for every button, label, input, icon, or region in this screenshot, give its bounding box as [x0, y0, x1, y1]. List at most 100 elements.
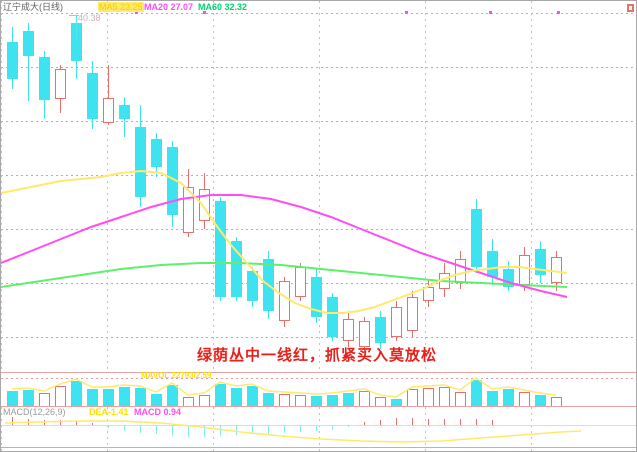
candle-body — [55, 69, 66, 99]
price-gridline-vertical — [425, 1, 426, 373]
candle-body — [135, 127, 146, 197]
macd-indicator-label[interactable]: MACD(12,26,9) — [3, 407, 66, 417]
price-chart-panel[interactable] — [1, 1, 636, 373]
volume-bar — [231, 388, 242, 407]
macd-histogram-bar — [12, 417, 13, 425]
candle-body — [343, 319, 354, 341]
signal-dot-marker — [405, 11, 408, 14]
price-volume-divider — [1, 372, 636, 373]
candle-body — [151, 139, 162, 167]
candle-body — [231, 241, 242, 297]
page-title: 辽宁成大(日线) — [3, 2, 63, 12]
macd-histogram-bar — [316, 425, 317, 431]
macd-histogram-bar — [44, 420, 45, 425]
signal-dot-marker — [557, 11, 560, 14]
signal-dot-marker — [489, 11, 492, 14]
macd-histogram-bar — [476, 419, 477, 425]
macd-histogram-bar — [188, 425, 189, 437]
macd-histogram-bar — [268, 425, 269, 434]
macd-histogram-bar — [172, 425, 173, 436]
candle-body — [279, 281, 290, 321]
macd-gridline-vertical — [531, 407, 532, 451]
candle-body — [455, 259, 466, 283]
candle-body — [439, 273, 450, 289]
volume-bar — [487, 391, 498, 407]
candle-body — [519, 255, 530, 285]
volume-top-gridline — [1, 378, 636, 379]
price-gridline — [1, 121, 636, 122]
candle-body — [471, 209, 482, 267]
candle-wick — [108, 65, 109, 125]
macd-histogram-bar — [28, 419, 29, 425]
candle-body — [359, 321, 370, 347]
macd-histogram-bar — [492, 420, 493, 425]
candle-body — [247, 271, 258, 301]
price-gridline — [1, 337, 636, 338]
volume-bar — [263, 393, 274, 407]
selection-square-marker[interactable] — [627, 4, 634, 12]
macd-gridline-vertical — [425, 407, 426, 451]
volume-bar — [359, 391, 370, 407]
price-gridline-vertical — [531, 1, 532, 373]
macd-histogram-bar — [156, 425, 157, 434]
macd-histogram-bar — [444, 419, 445, 425]
candle-body — [423, 287, 434, 301]
volume-bar — [87, 389, 98, 407]
signal-dot-marker — [203, 11, 206, 14]
macd-gridline-vertical — [213, 407, 214, 451]
volume-bar — [503, 389, 514, 407]
volume-bar — [439, 387, 450, 407]
macd-histogram-bar — [428, 419, 429, 425]
macd-histogram-bar — [140, 425, 141, 433]
price-gridline-vertical — [107, 1, 108, 373]
macd-histogram-bar — [252, 425, 253, 434]
macd-histogram-bar — [220, 425, 221, 436]
candle-body — [295, 267, 306, 297]
ma5-legend[interactable]: MA5 23.25 — [98, 2, 144, 12]
candle-body — [551, 257, 562, 283]
candle-body — [71, 23, 82, 61]
candle-body — [167, 147, 178, 215]
volume-bar — [311, 396, 322, 407]
macd-histogram-bar — [412, 418, 413, 425]
price-gridline — [1, 13, 636, 14]
volume-bar — [455, 392, 466, 407]
signal-dot-marker — [135, 11, 138, 14]
macd-histogram-bar — [124, 425, 125, 431]
ma20-legend[interactable]: MA20 27.07 — [144, 2, 194, 12]
volume-bar — [215, 384, 226, 407]
volume-bar — [103, 389, 114, 407]
candle-body — [23, 31, 34, 56]
ma60-legend[interactable]: MA60 32.32 — [198, 2, 248, 12]
volume-bar — [343, 393, 354, 407]
macd-histogram-bar — [108, 425, 109, 428]
candle-body — [263, 259, 274, 311]
macd-bottom-divider — [1, 447, 636, 448]
price-axis-tag: 40.38 — [78, 13, 101, 23]
volume-bar — [327, 395, 338, 407]
macd-histogram-bar — [236, 425, 237, 435]
crosshair-vertical — [76, 15, 77, 39]
volume-bar — [167, 385, 178, 407]
volume-ma-legend[interactable]: MAVOL 22793/2.59 — [141, 371, 212, 380]
macd-dea-legend[interactable]: DEA-1.41 — [89, 407, 129, 417]
price-gridline-vertical — [213, 1, 214, 373]
volume-bar — [391, 399, 402, 407]
candle-body — [39, 57, 50, 100]
macd-histogram-bar — [92, 423, 93, 425]
candle-wick — [28, 23, 29, 101]
candle-body — [311, 277, 322, 317]
macd-histogram-bar — [364, 422, 365, 425]
macd-value-legend[interactable]: MACD 0.94 — [134, 407, 182, 417]
volume-bar — [471, 380, 482, 407]
price-gridline-vertical — [319, 1, 320, 373]
volume-bar — [71, 381, 82, 407]
volume-bar — [519, 392, 530, 407]
candle-body — [103, 98, 114, 123]
macd-histogram-bar — [204, 425, 205, 437]
volume-panel[interactable] — [1, 373, 636, 407]
macd-histogram-bar — [348, 425, 349, 427]
ma5-legend-text: MA5 23.25 — [99, 2, 143, 12]
volume-bar — [407, 389, 418, 407]
